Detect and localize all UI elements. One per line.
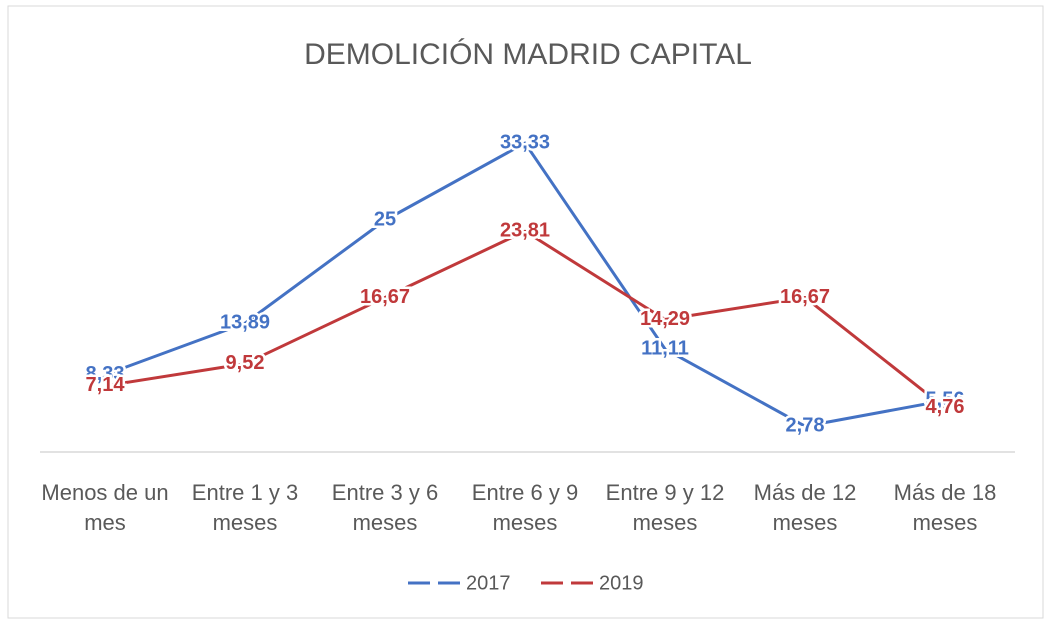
chart-title: DEMOLICIÓN MADRID CAPITAL (304, 38, 752, 71)
data-label: 13,89 (220, 312, 270, 334)
data-label: 23,81 (500, 220, 550, 242)
data-label: 33,33 (500, 131, 550, 153)
data-label: 25 (374, 209, 396, 231)
x-tick-label: Más de 12 meses (753, 480, 857, 535)
data-label: 8,33 (86, 363, 125, 385)
x-tick-label: Más de 18 meses (893, 480, 997, 535)
data-label: 5,56 (926, 389, 965, 411)
data-label: 9,52 (226, 352, 265, 374)
data-label: 16,67 (360, 286, 410, 308)
x-tick-label: Entre 3 y 6 meses (331, 480, 439, 535)
legend-label: 2019 (599, 572, 644, 594)
series-line (104, 141, 946, 428)
legend-label: 2017 (466, 572, 511, 594)
data-label: 16,67 (780, 286, 830, 308)
data-label: 11,11 (641, 337, 689, 359)
x-tick-label: Entre 6 y 9 meses (471, 480, 579, 535)
data-label: 2,78 (786, 415, 825, 437)
x-tick-label: Entre 9 y 12 meses (605, 480, 725, 535)
data-label: 14,29 (640, 308, 690, 330)
data-label: 7,14 (86, 374, 126, 396)
x-tick-label: Menos de un mes (41, 480, 169, 535)
data-label: 4,76 (926, 396, 965, 418)
series-line (104, 229, 946, 410)
chart-frame (7, 5, 1044, 619)
x-tick-label: Entre 1 y 3 meses (191, 480, 299, 535)
